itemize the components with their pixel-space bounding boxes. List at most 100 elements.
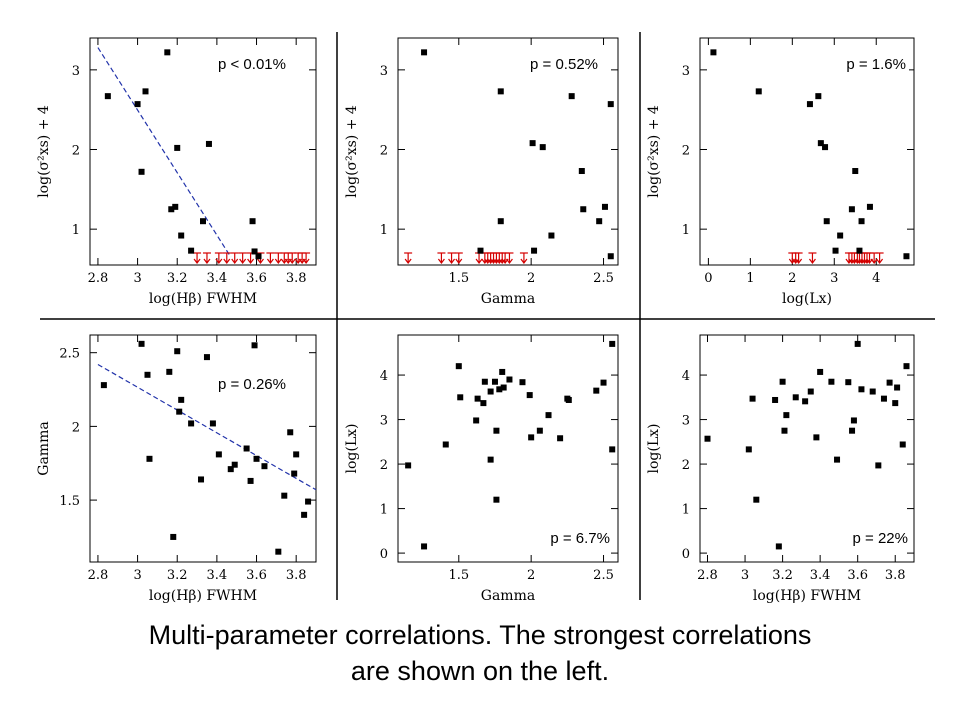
data-point xyxy=(477,247,484,254)
data-point xyxy=(894,384,901,391)
data-point xyxy=(301,511,308,518)
plot-frame xyxy=(89,334,317,563)
data-point xyxy=(231,461,238,468)
upper-limit-arrow xyxy=(404,252,413,264)
x-tick-label: 3.4 xyxy=(207,271,228,286)
data-point xyxy=(249,218,256,225)
data-point xyxy=(529,140,536,147)
x-tick-label: 3.4 xyxy=(207,568,228,583)
caption-line-2: are shown on the left. xyxy=(350,656,610,686)
data-point xyxy=(704,435,711,442)
y-tick-label: 2 xyxy=(682,144,690,159)
upper-limit-arrow xyxy=(274,252,283,264)
x-tick-label: 2.8 xyxy=(697,568,718,583)
data-point xyxy=(528,434,535,441)
data-point xyxy=(850,417,857,424)
x-tick-label: 4 xyxy=(872,271,880,286)
upper-limit-arrow xyxy=(475,252,484,264)
data-point xyxy=(749,395,756,402)
upper-limit-arrow xyxy=(238,252,247,264)
scatter-panel-4: 2.8 3 3.2 3.4 3.6 3.8 1.5 2 2.5 log(Hβ) FWHM Gamma… xyxy=(36,334,317,604)
scatter-panel-2: 1.5 2 2.5 1 2 3 Gamma log(σ²xs) + 4 p = 0.52% xyxy=(344,37,619,307)
data-point xyxy=(807,388,814,395)
x-tick-label: 1 xyxy=(746,271,754,286)
y-axis-title: log(σ²xs) + 4 xyxy=(646,105,662,198)
y-tick-label: 2 xyxy=(72,420,80,435)
y-axis-title: log(σ²xs) + 4 xyxy=(36,105,52,198)
x-tick-label: 3 xyxy=(830,271,838,286)
data-point xyxy=(496,386,503,393)
data-point xyxy=(548,232,555,239)
x-tick-label: 2.8 xyxy=(88,568,109,583)
data-point xyxy=(253,455,260,462)
data-point xyxy=(775,543,782,550)
data-point xyxy=(781,427,788,434)
data-point xyxy=(875,462,882,469)
data-point xyxy=(457,394,464,401)
data-point xyxy=(745,446,752,453)
data-point xyxy=(198,476,205,483)
annotation-background xyxy=(843,55,909,74)
data-point xyxy=(545,412,552,419)
data-point xyxy=(251,342,258,349)
data-point xyxy=(291,470,298,477)
data-point xyxy=(880,395,887,402)
data-point xyxy=(903,253,910,260)
data-point xyxy=(568,93,575,100)
y-tick-label: 2 xyxy=(380,458,388,473)
data-point xyxy=(305,498,312,505)
data-point xyxy=(491,378,498,385)
data-point xyxy=(100,382,107,389)
y-tick-label: 0 xyxy=(380,547,388,562)
data-point xyxy=(565,396,572,403)
x-tick-label: 3.6 xyxy=(246,568,267,583)
upper-limit-arrow xyxy=(454,252,463,264)
data-point xyxy=(287,429,294,436)
data-point xyxy=(200,218,206,225)
data-point xyxy=(852,168,859,175)
data-point xyxy=(251,248,258,255)
y-tick-label: 1 xyxy=(72,223,80,238)
data-point xyxy=(261,463,268,470)
x-tick-label: 3.4 xyxy=(810,568,831,583)
data-point xyxy=(176,408,183,415)
data-point xyxy=(892,400,899,407)
y-tick-label: 1.5 xyxy=(59,494,80,509)
data-point xyxy=(869,388,876,395)
data-point xyxy=(166,368,173,375)
data-point xyxy=(849,427,856,434)
data-point xyxy=(473,417,480,424)
data-point xyxy=(578,168,585,175)
data-point xyxy=(822,144,829,151)
data-point xyxy=(174,348,181,355)
upper-limit-arrow xyxy=(519,252,528,264)
data-point xyxy=(405,462,412,469)
y-tick-label: 1 xyxy=(380,503,388,518)
data-point xyxy=(607,101,614,108)
y-tick-label: 3 xyxy=(682,64,690,79)
data-point xyxy=(138,340,145,347)
x-tick-label: 0 xyxy=(704,271,712,286)
y-axis-title: log(Lx) xyxy=(646,424,662,474)
scatter-panel-1: 2.8 3 3.2 3.4 3.6 3.8 1 2 3 log(Hβ) FWHM log(σ²xs)… xyxy=(36,37,317,307)
data-point xyxy=(499,368,506,375)
data-point xyxy=(531,247,538,254)
x-tick-label: 3.8 xyxy=(286,568,307,583)
data-point xyxy=(580,206,587,213)
data-point xyxy=(506,376,513,383)
x-tick-label: 3 xyxy=(133,568,141,583)
data-point xyxy=(500,384,507,391)
plot-frame xyxy=(397,334,619,563)
y-axis-title: log(Lx) xyxy=(344,424,360,474)
data-point xyxy=(607,253,614,260)
annotation-background xyxy=(547,529,613,548)
data-point xyxy=(215,451,222,458)
data-point xyxy=(609,446,616,453)
data-point xyxy=(817,140,824,147)
data-point xyxy=(134,101,141,108)
data-point xyxy=(779,378,786,385)
data-point xyxy=(209,420,216,427)
data-point xyxy=(899,441,906,448)
data-point xyxy=(557,435,564,442)
x-tick-label: 2.8 xyxy=(88,271,109,286)
